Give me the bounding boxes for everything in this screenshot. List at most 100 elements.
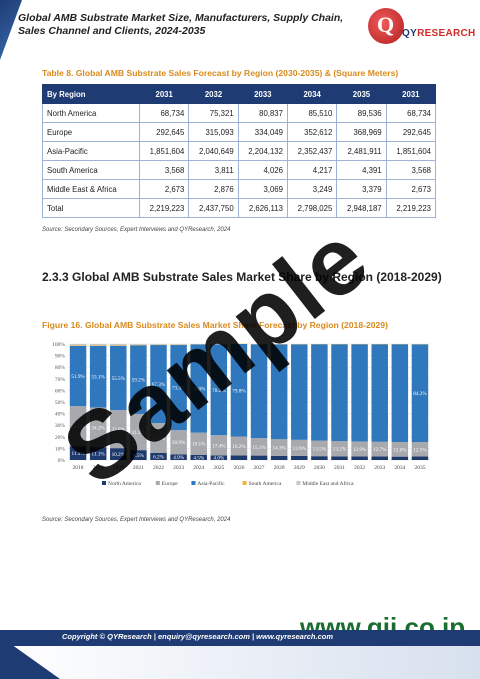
table-cell: 68,734 xyxy=(385,103,437,123)
x-tick-label: 2029 xyxy=(294,465,305,471)
y-tick-label: 100% xyxy=(52,342,65,348)
x-tick-label: 2031 xyxy=(334,465,345,471)
bar-segment xyxy=(270,455,288,460)
bar-segment xyxy=(190,454,207,460)
data-label: 13.2% xyxy=(333,447,347,453)
table-cell: Europe xyxy=(42,122,140,142)
table-cell: 3,568 xyxy=(138,160,190,180)
bar-segment xyxy=(230,436,248,456)
bar-segment xyxy=(270,439,288,456)
bar-segment xyxy=(69,406,87,447)
bar-segment xyxy=(351,441,368,457)
bar-segment xyxy=(391,344,409,443)
logo-brand-a: QY xyxy=(402,28,418,39)
data-label: 6.2% xyxy=(153,454,164,460)
bar-segment xyxy=(411,344,429,443)
data-label: 59.2% xyxy=(132,378,146,384)
table-row: Total 2,219,223 2,437,750 2,626,113 2,798,02… xyxy=(42,198,437,218)
table-cell: 292,645 xyxy=(138,122,190,142)
x-tick-label: 2030 xyxy=(314,465,325,471)
table-cell: 3,069 xyxy=(237,179,288,199)
table-header-cell: By Region xyxy=(42,84,140,104)
x-tick-label: 2023 xyxy=(173,465,184,471)
bar-segment xyxy=(130,345,147,414)
y-tick-label: 70% xyxy=(55,377,66,383)
table-cell: 2,626,113 xyxy=(237,198,288,218)
legend-label: North America xyxy=(108,481,141,487)
legend-swatch xyxy=(102,481,106,485)
x-tick-label: 2032 xyxy=(354,465,365,471)
table-cell: South America xyxy=(42,160,140,180)
table-header-cell: 2035 xyxy=(336,84,387,104)
report-title: Global AMB Substrate Market Size, Manufa… xyxy=(18,12,344,37)
x-tick-label: 2027 xyxy=(254,465,265,471)
data-label: 53.1% xyxy=(91,375,105,381)
table-cell: 315,093 xyxy=(188,122,239,142)
figure-caption: Figure 16. Global AMB Substrate Sales Ma… xyxy=(42,320,388,330)
y-tick-label: 60% xyxy=(55,388,66,394)
table-cell: 352,612 xyxy=(286,122,338,142)
table-cell: 85,510 xyxy=(286,103,338,123)
legend-swatch xyxy=(242,481,247,485)
table-source-note: Source: Secondary Sources, Expert Interv… xyxy=(42,227,231,233)
table-row: South America 3,568 3,811 4,026 4,217 4,391 3,… xyxy=(42,160,437,180)
sales-forecast-table: By Region 2031 2032 2033 2034 2035 2031 North … xyxy=(42,84,437,218)
data-label: 13.5% xyxy=(313,446,327,452)
qyresearch-logo: Q QYRESEARCH xyxy=(368,8,475,52)
bar-segment xyxy=(110,345,127,346)
y-tick-label: 80% xyxy=(55,365,66,371)
logo-q-letter: Q xyxy=(377,12,395,37)
table-cell: Middle East & Africa xyxy=(42,179,140,199)
x-tick-label: 2022 xyxy=(153,465,164,471)
data-label: 14.3% xyxy=(272,446,286,452)
data-label: 55.5% xyxy=(112,376,126,382)
bar-segment xyxy=(210,344,228,436)
market-share-chart: 0% 10% 20% 30% 40% 50% 60% 70% 80% 90% 100% 11.9% 34… xyxy=(52,342,430,487)
table-body: North America 68,734 75,321 80,837 85,510 89,… xyxy=(42,103,437,218)
table-cell: 80,837 xyxy=(237,103,288,123)
data-label: 12.6% xyxy=(393,447,407,453)
bar-segment xyxy=(311,440,328,457)
y-tick-label: 0% xyxy=(58,458,66,464)
x-tick-label: 2034 xyxy=(394,465,405,471)
y-tick-label: 50% xyxy=(55,400,66,406)
bar-segment xyxy=(89,447,107,460)
data-label: 11.9% xyxy=(71,451,85,457)
table-row: Asia-Pacific 1,851,604 2,040,649 2,204,132 2… xyxy=(42,141,437,161)
bar-segment xyxy=(331,441,348,457)
data-label: 20.9% xyxy=(172,440,186,446)
bar-segment xyxy=(371,456,388,460)
bar-segment xyxy=(170,345,187,431)
table-cell: 1,851,604 xyxy=(138,141,190,161)
footer-copyright: Copyright © QYResearch | enquiry@qyresea… xyxy=(62,632,334,641)
table-row: Europe 292,645 315,093 334,049 352,612 368,96… xyxy=(42,122,437,142)
bar-segment xyxy=(371,344,388,442)
data-label: 16.2% xyxy=(232,444,246,450)
bar-segment xyxy=(150,452,167,460)
data-label: 11.1% xyxy=(92,452,106,458)
bar-segment xyxy=(210,435,228,456)
bar-segment xyxy=(69,345,87,346)
bar-segment xyxy=(130,413,147,451)
logo-brand-b: RESEARCH xyxy=(417,28,476,39)
x-tick-label: 2026 xyxy=(233,465,244,471)
bar-segment xyxy=(230,344,248,437)
data-label: 79.8% xyxy=(232,388,246,394)
bar-segment xyxy=(110,345,127,411)
table-cell: 2,948,187 xyxy=(336,198,387,218)
bar-segment xyxy=(230,455,248,460)
bar-segment xyxy=(311,456,328,460)
data-label: 67.3% xyxy=(152,382,166,388)
x-tick-label: 2024 xyxy=(193,465,204,471)
bar-segment xyxy=(250,344,268,439)
bar-segment xyxy=(311,344,328,441)
data-label: 25.6% xyxy=(152,436,166,442)
x-tick-label: 2020 xyxy=(113,465,124,471)
bar-segment xyxy=(89,345,107,346)
table-header-cell: 2032 xyxy=(188,84,239,104)
table-cell: 2,204,132 xyxy=(237,141,288,161)
table-cell: 4,391 xyxy=(336,160,387,180)
table-cell: 2,673 xyxy=(138,179,190,199)
table-cell: Asia-Pacific xyxy=(42,141,140,161)
bar-segment xyxy=(391,442,409,457)
